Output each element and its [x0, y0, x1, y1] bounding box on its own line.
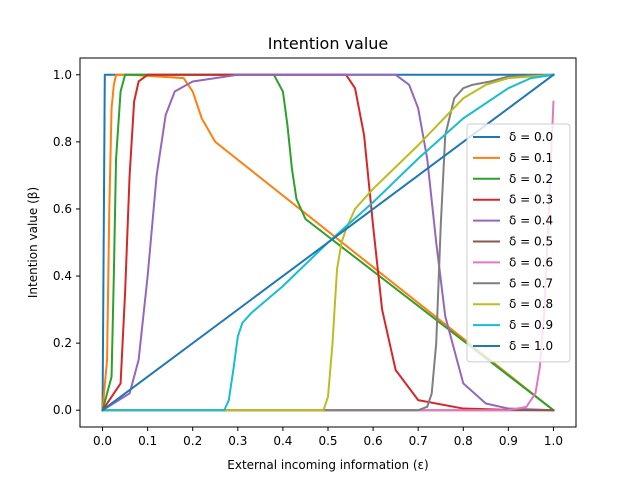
x-tick-label: 0.0 [93, 434, 112, 448]
legend-label: δ = 0.9 [509, 318, 553, 332]
legend-label: δ = 0.2 [509, 172, 553, 186]
series-line-1 [101, 73, 555, 412]
legend: δ = 0.0 δ = 0.1 δ = 0.2 δ = 0.3 δ = 0.4 δ = 0… [466, 123, 571, 363]
series-line-9 [101, 73, 555, 412]
x-tick-label: 0.5 [318, 434, 337, 448]
y-tick-label: 1.0 [53, 68, 72, 82]
legend-label: δ = 0.1 [509, 151, 553, 165]
legend-label: δ = 0.4 [509, 214, 553, 228]
legend-label: δ = 0.7 [509, 276, 553, 290]
legend-label: δ = 0.5 [509, 235, 553, 249]
x-tick-label: 0.8 [454, 434, 473, 448]
y-axis-ticks: 0.0 0.2 0.4 0.6 0.8 1.0 [53, 68, 80, 417]
x-axis-ticks: 0.0 0.1 0.2 0.3 0.4 0.5 0.6 0.7 0.8 0.9 1.0 [93, 427, 563, 448]
y-tick-label: 0.2 [53, 336, 72, 350]
legend-label: δ = 0.3 [509, 193, 553, 207]
legend-label: δ = 0.8 [509, 297, 553, 311]
legend-label: δ = 0.6 [509, 255, 553, 269]
y-axis-label: Intention value (β) [26, 187, 40, 298]
x-tick-label: 0.2 [183, 434, 202, 448]
legend-label: δ = 0.0 [509, 130, 553, 144]
y-tick-label: 0.8 [53, 135, 72, 149]
x-axis-label: External incoming information (ε) [227, 458, 428, 472]
x-tick-label: 1.0 [544, 434, 563, 448]
x-tick-label: 0.7 [409, 434, 428, 448]
x-tick-label: 0.3 [228, 434, 247, 448]
series-line-3 [101, 73, 555, 412]
series-line-4 [101, 73, 555, 412]
y-tick-label: 0.6 [53, 202, 72, 216]
x-tick-label: 0.9 [499, 434, 518, 448]
series-lines [101, 73, 555, 412]
y-tick-label: 0.4 [53, 269, 72, 283]
series-line-8 [101, 73, 555, 412]
legend-box [466, 123, 571, 363]
chart-title: Intention value [268, 34, 389, 53]
legend-label: δ = 1.0 [509, 339, 553, 353]
y-tick-label: 0.0 [53, 403, 72, 417]
x-tick-label: 0.6 [364, 434, 383, 448]
x-tick-label: 0.4 [273, 434, 292, 448]
x-tick-label: 0.1 [138, 434, 157, 448]
